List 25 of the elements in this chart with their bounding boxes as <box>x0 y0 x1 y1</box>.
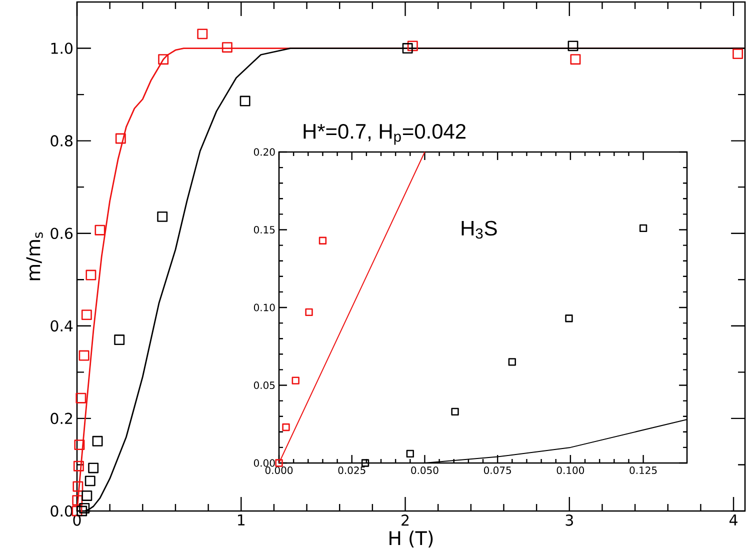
x-tick-label: 2 <box>402 514 409 526</box>
y-tick-label: 0.8 <box>50 135 72 146</box>
x-tick-label: 0.100 <box>556 466 584 474</box>
x-tick-label: 0.050 <box>411 466 438 474</box>
y-tick-label: 0.20 <box>254 148 275 156</box>
y-tick-label: 0.4 <box>50 320 73 332</box>
annotation: H*=0.7, H$_{p}$=0.042 <box>304 124 466 145</box>
y-tick-label: 0.0 <box>50 505 72 517</box>
x-tick-label: 0.025 <box>338 466 366 474</box>
y-tick-label: 0.10 <box>254 304 275 312</box>
y-tick-label: 0.05 <box>254 381 275 390</box>
y-tick-label: 1.0 <box>51 42 72 54</box>
y-tick-label: 0.6 <box>50 228 73 240</box>
y-tick-label: 0.2 <box>50 412 72 424</box>
x-tick-label: 0.075 <box>484 466 511 474</box>
x-tick-label: 4 <box>730 514 738 526</box>
x-tick-label: 1 <box>238 514 244 526</box>
annotation: H$_{3}$S <box>462 220 497 239</box>
y-axis-title: m/m$_{s}$ <box>26 232 43 280</box>
x-axis-title: H (T) <box>390 530 433 548</box>
y-tick-label: 0.00 <box>254 459 275 467</box>
x-tick-label: 0.125 <box>630 466 657 474</box>
y-tick-label: 0.15 <box>254 226 275 234</box>
x-tick-label: 3 <box>566 514 573 526</box>
x-tick-label: 0.000 <box>265 466 293 474</box>
